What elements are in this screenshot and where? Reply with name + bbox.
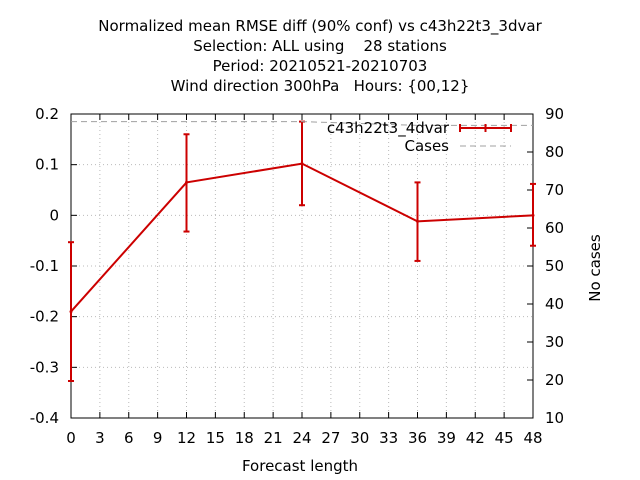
x-tick-label: 24	[292, 429, 311, 447]
y2-tick-label: 30	[545, 333, 564, 351]
x-tick-label: 0	[66, 429, 76, 447]
data-point	[185, 180, 188, 184]
y-tick-label: 0.2	[35, 105, 59, 123]
y-tick-label: -0.4	[30, 409, 59, 427]
data-point	[300, 162, 304, 166]
x-tick-label: 18	[235, 429, 254, 447]
x-tick-label: 45	[495, 429, 514, 447]
y-tick-label: -0.1	[30, 257, 59, 275]
x-axis-label: Forecast length	[242, 457, 358, 475]
data-point	[69, 310, 73, 314]
legend-label: c43h22t3_4dvar	[327, 119, 450, 138]
y-tick-label: 0	[49, 206, 59, 224]
chart-title-line-3: Period: 20210521-20210703	[212, 57, 428, 75]
x-tick-label: 9	[153, 429, 163, 447]
series	[68, 120, 536, 383]
y2-tick-label: 70	[545, 181, 564, 199]
y2-tick-label: 50	[545, 257, 564, 275]
tick-labels: 0 3 6 9 12 15 18 21 24 27 30 33 36 39 42 45 480.20.10-0.…	[30, 105, 564, 447]
x-tick-label: 36	[408, 429, 427, 447]
chart-title-line-2: Selection: ALL using 28 stations	[193, 37, 447, 55]
y2-tick-label: 10	[545, 409, 564, 427]
x-tick-label: 15	[206, 429, 225, 447]
x-tick-label: 27	[321, 429, 340, 447]
y-tick-label: -0.2	[30, 308, 59, 326]
y-tick-label: 0.1	[35, 156, 59, 174]
grid	[71, 114, 533, 418]
data-point	[416, 219, 419, 223]
y-tick-label: -0.3	[30, 358, 59, 376]
x-tick-label: 33	[379, 429, 398, 447]
x-tick-label: 3	[95, 429, 105, 447]
y2-tick-label: 60	[545, 219, 564, 237]
legend-label: Cases	[404, 137, 449, 155]
x-tick-label: 30	[350, 429, 369, 447]
x-tick-label: 21	[264, 429, 283, 447]
chart-title-line-1: Normalized mean RMSE diff (90% conf) vs …	[98, 17, 542, 35]
chart-title-line-4: Wind direction 300hPa Hours: {00,12}	[170, 77, 470, 95]
y2-tick-label: 90	[545, 105, 564, 123]
y2-tick-label: 80	[545, 143, 564, 161]
x-tick-label: 6	[124, 429, 134, 447]
x-tick-label: 39	[437, 429, 456, 447]
x-tick-label: 12	[177, 429, 196, 447]
y2-axis-label: No cases	[586, 234, 604, 302]
y2-tick-label: 40	[545, 295, 564, 313]
cases-line	[71, 121, 533, 126]
x-tick-label: 48	[523, 429, 542, 447]
y2-tick-label: 20	[545, 371, 564, 389]
x-tick-label: 42	[466, 429, 485, 447]
data-point	[531, 213, 535, 217]
